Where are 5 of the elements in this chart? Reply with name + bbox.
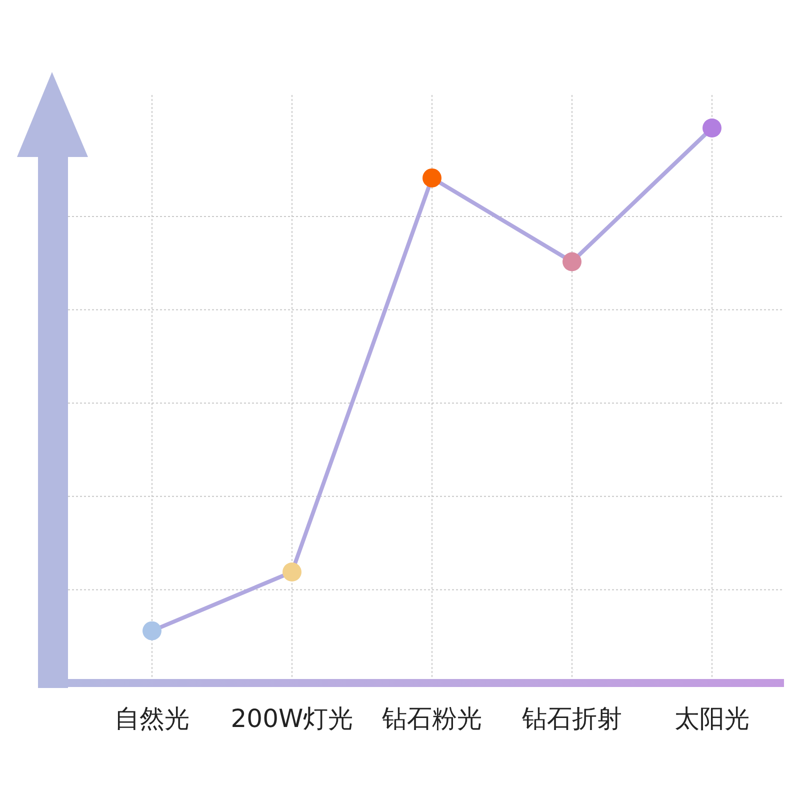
x-tick-label: 钻石粉光: [381, 704, 482, 733]
x-tick-label: 200W灯光: [230, 704, 354, 733]
x-tick-label: 钻石折射: [521, 704, 622, 733]
x-tick-label: 太阳光: [674, 704, 750, 733]
x-tick-label: 自然光: [114, 704, 190, 733]
